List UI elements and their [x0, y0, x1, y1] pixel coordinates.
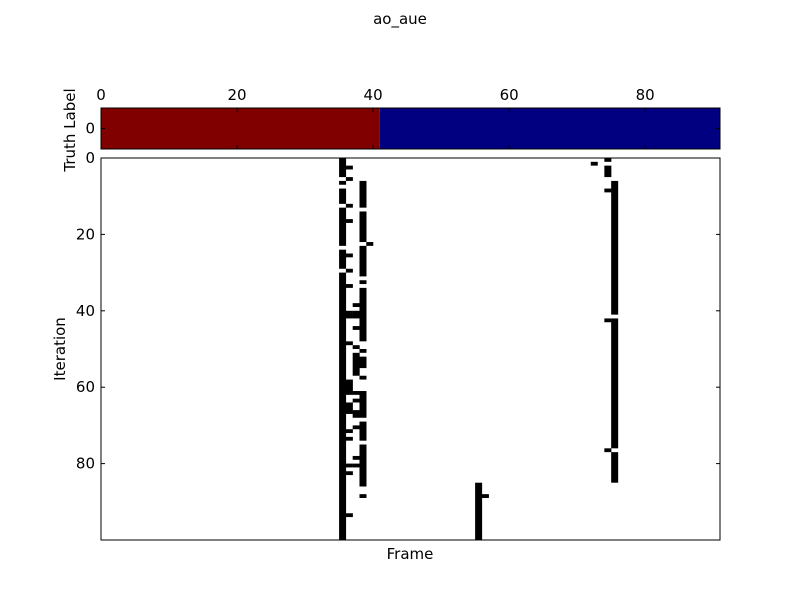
- iteration-y-tick-label: 40: [76, 302, 95, 320]
- heatmap-cell-frame-38-iter-52-54: [359, 356, 367, 369]
- heatmap-cell-frame-75-iter-42-75: [611, 318, 619, 449]
- iteration-y-tick-label: 60: [76, 378, 95, 396]
- heatmap-cell-frame-37-iter-66-67: [352, 410, 360, 418]
- heatmap-cell-frame-38-iter-69-73: [359, 421, 367, 441]
- heatmap-cell-frame-38-iter-50-50: [359, 349, 367, 353]
- heatmap-cell-frame-35-iter-6-6: [339, 180, 347, 185]
- iteration-heatmap-plot-area: [339, 158, 619, 540]
- heatmap-cell-frame-36-iter-25-25: [345, 253, 353, 258]
- heatmap-cell-frame-74-iter-0-0: [604, 158, 612, 162]
- truth-label-panel: 0 20 40 60 80 0 Truth Label: [61, 86, 721, 173]
- heatmap-cell-frame-35-iter-30-99: [339, 272, 347, 540]
- heatmap-cell-frame-38-iter-88-88: [359, 494, 367, 498]
- heatmap-cell-frame-35-iter-24-28: [339, 249, 347, 269]
- heatmap-cell-frame-36-iter-33-33: [345, 284, 353, 288]
- truth-x-tick-label: 60: [500, 86, 519, 104]
- truth-label-segment-1: [379, 108, 720, 149]
- heatmap-cell-frame-37-iter-61-61: [352, 391, 360, 395]
- heatmap-cell-frame-35-iter-13-22: [339, 207, 347, 246]
- truth-x-tick-label: 0: [96, 86, 106, 104]
- heatmap-cell-frame-35-iter-8-11: [339, 188, 347, 204]
- heatmap-cell-frame-75-iter-6-40: [611, 180, 619, 315]
- truth-label-segment-0: [101, 108, 380, 149]
- heatmap-cell-frame-75-iter-77-84: [611, 452, 619, 483]
- truth-x-tick-label: 20: [227, 86, 246, 104]
- truth-y-tick-label: 0: [85, 120, 95, 138]
- heatmap-cell-frame-36-iter-12-12: [345, 203, 353, 208]
- heatmap-cell-frame-37-iter-80-80: [352, 463, 360, 468]
- heatmap-cell-frame-36-iter-29-29: [345, 268, 353, 273]
- heatmap-cell-frame-38-iter-57-57: [359, 375, 367, 380]
- heatmap-cell-frame-38-iter-75-85: [359, 444, 367, 487]
- heatmap-cell-frame-37-iter-78-78: [352, 455, 360, 460]
- truth-label-ticks: 0 20 40 60 80 0: [85, 86, 720, 149]
- truth-label-axis-label: Truth Label: [61, 88, 79, 172]
- heatmap-cell-frame-36-iter-40-41: [345, 310, 353, 319]
- iteration-heatmap-y-axis-label: Iteration: [51, 317, 69, 381]
- heatmap-cell-frame-36-iter-93-93: [345, 513, 353, 518]
- iteration-y-tick-label: 80: [76, 455, 95, 473]
- truth-label-plot-area: [101, 108, 720, 149]
- heatmap-cell-frame-36-iter-58-61: [345, 379, 353, 395]
- iteration-heatmap-x-axis-label: Frame: [387, 545, 434, 563]
- heatmap-cell-frame-35-iter-0-4: [339, 158, 347, 178]
- heatmap-cell-frame-36-iter-5-5: [345, 177, 353, 181]
- heatmap-cell-frame-55-iter-85-99: [475, 482, 483, 540]
- heatmap-cell-frame-36-iter-71-71: [345, 429, 353, 434]
- heatmap-cell-frame-37-iter-51-56: [352, 352, 360, 376]
- heatmap-cell-frame-36-iter-82-82: [345, 471, 353, 476]
- heatmap-cell-frame-37-iter-63-63: [352, 398, 360, 403]
- heatmap-cell-frame-37-iter-49-49: [352, 345, 360, 349]
- heatmap-cell-frame-72-iter-1-1: [590, 161, 598, 166]
- heatmap-cell-frame-36-iter-48-48: [345, 341, 353, 346]
- heatmap-cell-frame-38-iter-23-30: [359, 245, 367, 277]
- heatmap-cell-frame-36-iter-64-66: [345, 402, 353, 414]
- heatmap-cell-frame-74-iter-2-4: [604, 165, 612, 178]
- heatmap-cell-frame-56-iter-88-88: [481, 494, 489, 498]
- heatmap-cell-frame-37-iter-44-44: [352, 326, 360, 330]
- iteration-y-tick-label: 20: [76, 225, 95, 243]
- heatmap-cell-frame-36-iter-73-73: [345, 436, 353, 441]
- heatmap-cell-frame-37-iter-70-70: [352, 425, 360, 430]
- heatmap-cell-frame-38-iter-14-21: [359, 211, 367, 243]
- heatmap-cell-frame-38-iter-34-47: [359, 287, 367, 342]
- heatmap-cell-frame-38-iter-61-67: [359, 391, 367, 418]
- heatmap-cell-frame-37-iter-40-41: [352, 310, 360, 319]
- heatmap-cell-frame-74-iter-8-8: [604, 188, 612, 193]
- heatmap-cell-frame-74-iter-42-42: [604, 318, 612, 323]
- iteration-heatmap-axes-frame: [100, 157, 721, 541]
- heatmap-cell-frame-36-iter-80-80: [345, 463, 353, 468]
- iteration-heatmap-ticks: 0 20 40 60 80: [76, 149, 720, 473]
- heatmap-cell-frame-38-iter-32-32: [359, 280, 367, 285]
- chart-title: ao_aue: [373, 10, 427, 29]
- heatmap-cell-frame-36-iter-2-2: [345, 165, 353, 170]
- heatmap-cell-frame-39-iter-22-22: [366, 242, 374, 246]
- heatmap-cell-frame-37-iter-38-38: [352, 303, 360, 307]
- heatmap-cell-frame-38-iter-6-12: [359, 180, 367, 208]
- iteration-heatmap-panel: 0 20 40 60 80 Frame Iteration: [51, 149, 721, 563]
- truth-x-tick-label: 80: [636, 86, 655, 104]
- truth-x-tick-label: 40: [364, 86, 383, 104]
- heatmap-cell-frame-36-iter-16-16: [345, 219, 353, 223]
- heatmap-cell-frame-74-iter-76-76: [604, 448, 612, 453]
- iteration-y-tick-label: 0: [85, 149, 95, 167]
